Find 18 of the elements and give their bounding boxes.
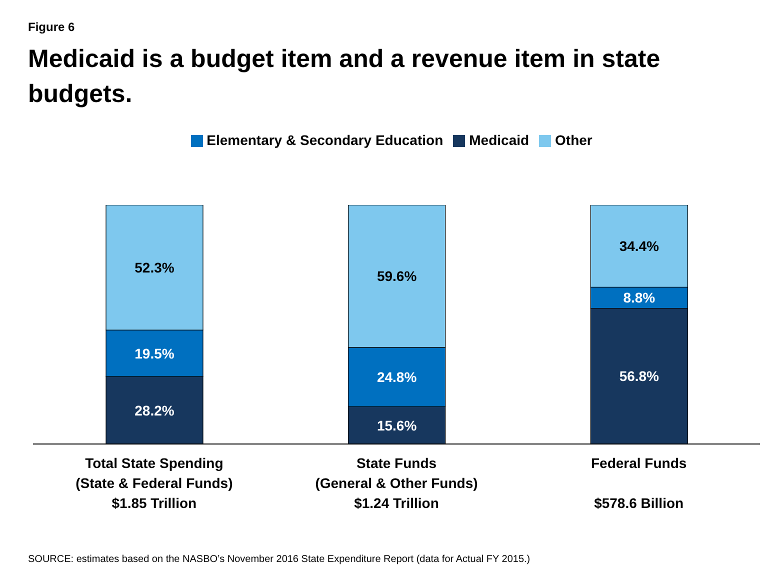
data-label: 34.4%	[619, 238, 660, 254]
data-label: 24.8%	[376, 369, 418, 386]
x-tick-label: State Funds (General & Other Funds) $1.24 Trillion	[315, 455, 478, 511]
legend-label: Other	[555, 132, 592, 148]
data-label: 59.6%	[376, 268, 418, 284]
legend-label: Elementary & Secondary Education	[206, 132, 444, 148]
chart-subtitle: Figure 6	[28, 20, 76, 34]
source-note: SOURCE: estimates based on the NASBO’s November 2016 State Expenditure Report (data for Actual FY 2015.)	[28, 554, 530, 565]
legend-label: Medicaid	[469, 132, 530, 148]
data-label: 56.8%	[619, 368, 660, 384]
data-label: 52.3%	[134, 260, 175, 276]
chart-title: Medicaid is a budget item and a revenue item in state budgets.	[28, 44, 662, 110]
data-label: 19.5%	[134, 345, 175, 362]
x-tick-label: Total State Spending (State & Federal Funds) $1.85 Trillion	[76, 455, 233, 511]
data-label: 28.2%	[134, 402, 175, 418]
data-label: 15.6%	[376, 417, 418, 434]
category-label: Federal Funds $578.6 Billion	[590, 455, 687, 511]
data-label: 8.8%	[623, 290, 656, 306]
